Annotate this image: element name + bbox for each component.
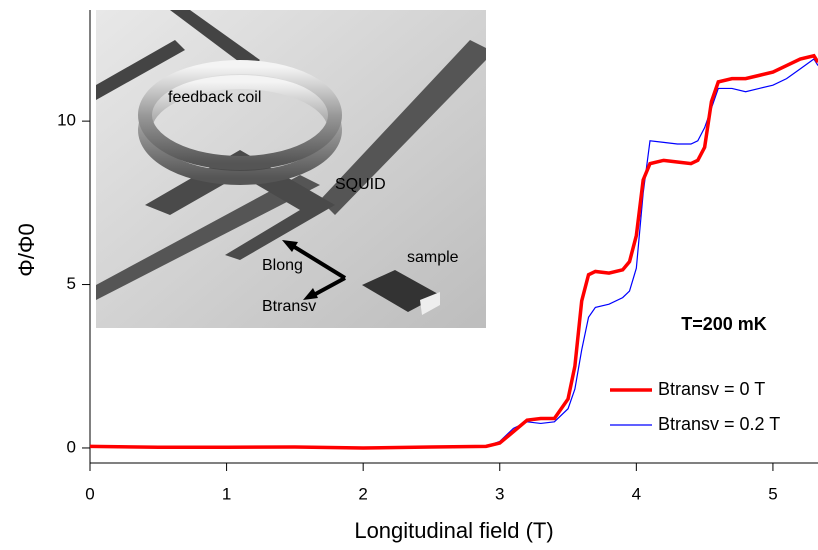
sample-face xyxy=(420,292,440,315)
inset-label: SQUID xyxy=(335,176,386,193)
wire xyxy=(96,40,185,100)
arrowhead xyxy=(303,288,318,300)
x-tick-label: 5 xyxy=(768,484,777,503)
arrow xyxy=(286,241,347,280)
annotation: T=200 mK xyxy=(681,314,767,334)
legend-label: Btransv = 0 T xyxy=(658,379,765,399)
y-tick-label: 0 xyxy=(67,437,76,456)
series-line xyxy=(89,53,818,450)
y-tick-label: 5 xyxy=(67,274,76,293)
inset-label: feedback coil xyxy=(168,89,261,106)
x-tick-label: 3 xyxy=(495,484,504,503)
x-tick-label: 4 xyxy=(632,484,641,503)
y-axis-title: Φ/Φ0 xyxy=(14,223,39,276)
coil xyxy=(138,60,342,170)
x-tick-label: 0 xyxy=(85,484,94,503)
x-axis-title: Longitudinal field (T) xyxy=(354,518,553,543)
legend-label: Btransv = 0.2 T xyxy=(658,414,780,434)
y-tick-label: 10 xyxy=(57,111,76,130)
wire xyxy=(170,10,260,70)
arrowhead xyxy=(282,240,298,252)
inset-label: Btransv xyxy=(262,298,316,315)
inset: feedback coil SQUID sample Blong Btransv xyxy=(96,10,486,328)
strip xyxy=(96,175,320,300)
x-tick-label: 2 xyxy=(358,484,367,503)
x-tick-label: 1 xyxy=(222,484,231,503)
strip xyxy=(320,40,486,215)
inset-label: sample xyxy=(407,249,459,266)
inset-label: Blong xyxy=(262,257,303,274)
